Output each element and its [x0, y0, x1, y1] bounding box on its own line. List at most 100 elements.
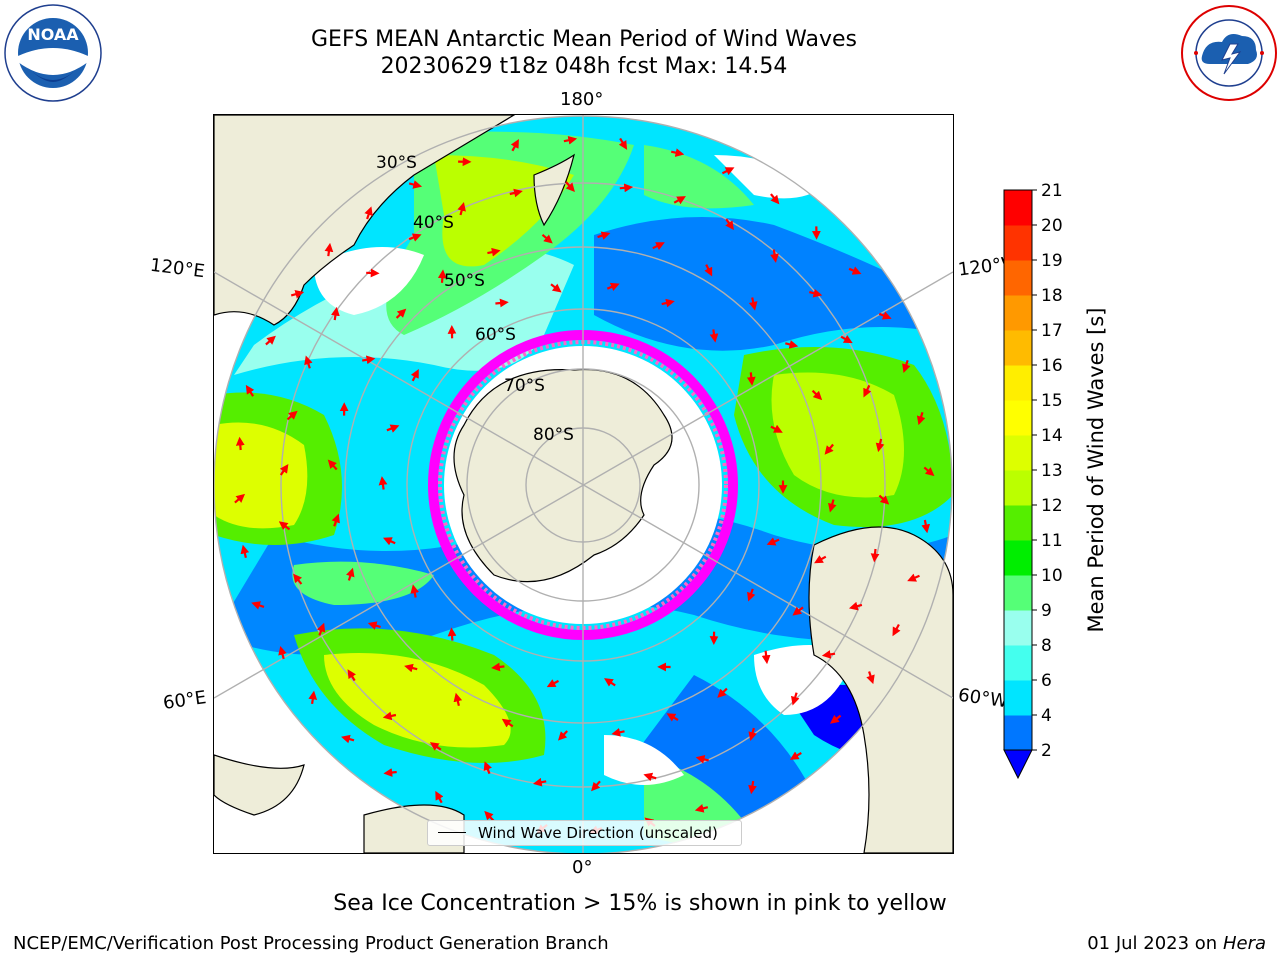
wave-arrow — [437, 269, 447, 283]
wave-arrow — [770, 193, 780, 205]
colorbar-segment — [1004, 365, 1032, 401]
wave-arrow — [509, 188, 523, 198]
colorbar-segment — [1004, 330, 1032, 366]
lat-label-30s: 30°S — [376, 153, 417, 173]
wave-arrow — [308, 690, 318, 705]
wave-arrow — [483, 761, 492, 775]
legend-label: Wind Wave Direction (unscaled) — [478, 824, 718, 842]
colorbar-segment — [1004, 645, 1032, 681]
colorbar-tick-label: 19 — [1041, 251, 1063, 271]
wave-arrow — [491, 662, 505, 672]
wave-arrow — [824, 443, 834, 455]
wave-arrow — [916, 411, 926, 426]
wave-arrow — [327, 459, 338, 471]
colorbar-segment — [1004, 610, 1032, 646]
colorbar-tick-label: 10 — [1041, 566, 1063, 586]
colorbar-segment — [1004, 190, 1032, 226]
sea-ice-caption: Sea Ice Concentration > 15% is shown in … — [333, 891, 947, 916]
colorbar-tick-label: 2 — [1041, 741, 1052, 761]
wave-arrow — [748, 780, 757, 795]
wave-arrow — [673, 196, 686, 205]
polar-map — [214, 115, 953, 853]
legend-line-swatch — [438, 832, 466, 833]
wave-arrow — [725, 218, 734, 231]
nws-logo — [1180, 4, 1278, 102]
wave-arrow — [747, 588, 756, 602]
lat-label-50s: 50°S — [444, 271, 485, 291]
wave-arrow — [791, 692, 800, 706]
chart-title: GEFS MEAN Antarctic Mean Period of Wind … — [311, 27, 857, 52]
colorbar-segment — [1004, 505, 1032, 541]
colorbar-segment — [1004, 225, 1032, 261]
footer-date-text: 01 Jul 2023 on — [1087, 933, 1223, 954]
wave-arrow — [453, 692, 463, 707]
lat-label-70s: 70°S — [504, 376, 545, 396]
wave-arrow — [746, 372, 756, 386]
wave-arrow — [429, 742, 442, 751]
lon-label-180: 180° — [560, 89, 604, 110]
footer-machine: Hera — [1222, 933, 1266, 954]
wave-arrow — [331, 513, 340, 527]
colorbar-tick-label: 13 — [1041, 461, 1063, 481]
wave-arrow — [484, 810, 495, 822]
wave-arrow — [721, 167, 735, 176]
wave-arrow — [382, 711, 397, 721]
wave-arrow — [541, 233, 553, 244]
wave-arrow — [611, 727, 625, 737]
colorbar-tick-label: 12 — [1041, 496, 1063, 516]
wave-arrow — [435, 790, 444, 804]
wave-arrow — [875, 438, 885, 453]
wave-arrow — [766, 537, 780, 546]
map-legend: Wind Wave Direction (unscaled) — [427, 820, 742, 846]
wave-arrow — [704, 264, 713, 277]
lat-label-80s: 80°S — [533, 425, 574, 445]
wave-arrow — [828, 499, 837, 513]
lon-label-60e: 60°E — [161, 687, 208, 714]
colorbar-tick-label: 9 — [1041, 601, 1052, 621]
wave-arrow — [495, 298, 509, 308]
colorbar-segment — [1004, 575, 1032, 611]
colorbar-tick-label: 8 — [1041, 636, 1052, 656]
colorbar-tick-label: 6 — [1041, 671, 1052, 691]
wave-arrow — [618, 137, 628, 150]
wave-arrow — [840, 335, 853, 344]
chart-subtitle: 20230629 t18z 048h fcst Max: 14.54 — [380, 54, 788, 79]
wave-arrow — [316, 622, 326, 636]
wave-arrow — [383, 768, 397, 777]
colorbar-segment — [1004, 400, 1032, 436]
wave-arrow — [814, 555, 827, 564]
wave-arrow — [866, 671, 875, 685]
lon-label-0: 0° — [572, 857, 593, 878]
wave-arrow — [234, 493, 246, 504]
wave-arrow — [265, 335, 276, 346]
wave-arrow — [378, 476, 388, 490]
graticule — [214, 115, 953, 853]
wave-arrow — [346, 567, 355, 581]
colorbar-tick-label: 18 — [1041, 286, 1063, 306]
colorbar-tick-label: 15 — [1041, 391, 1063, 411]
wave-arrow — [870, 548, 880, 563]
wave-arrow — [565, 181, 575, 192]
wave-arrow — [921, 519, 931, 534]
wave-arrow — [286, 410, 298, 421]
colorbar-segment — [1004, 295, 1032, 331]
wave-arrow — [717, 687, 728, 698]
continents — [214, 115, 953, 853]
colorbar-label: Mean Period of Wind Waves [s] — [1084, 307, 1108, 633]
wave-arrow — [830, 714, 842, 724]
colorbar-segment — [1004, 435, 1032, 471]
wave-arrow — [785, 340, 799, 349]
wave-arrow — [907, 573, 920, 582]
wave-arrow — [557, 730, 568, 741]
wave-arrow — [661, 298, 675, 308]
wave-arrow — [410, 584, 420, 598]
wave-arrow — [670, 148, 685, 157]
colorbar-segment — [1004, 540, 1032, 576]
wave-arrow — [792, 606, 804, 616]
wave-arrow — [240, 544, 250, 559]
wave-arrow — [293, 573, 303, 585]
wave-arrow — [878, 311, 892, 320]
wave-arrow — [848, 266, 862, 275]
wave-arrow — [278, 645, 287, 660]
wave-arrow — [404, 663, 418, 673]
